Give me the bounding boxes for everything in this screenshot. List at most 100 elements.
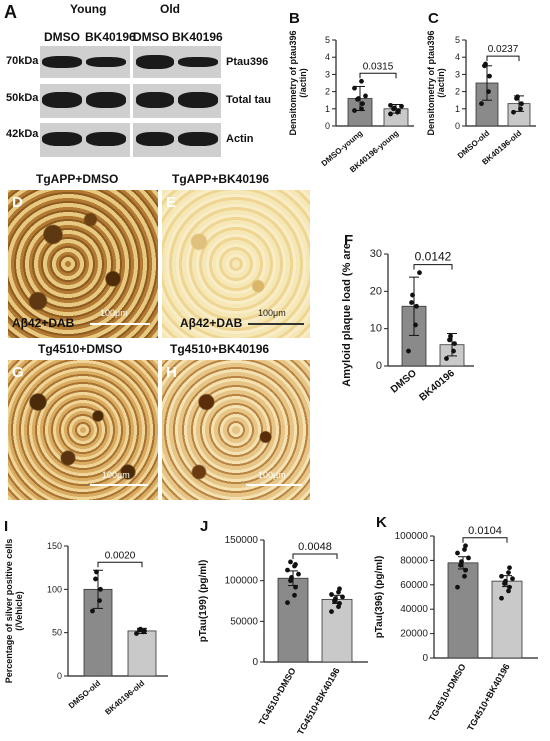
y-axis-label: pTau(396) (pg/ml) — [374, 556, 385, 639]
protein-label: Actin — [226, 133, 254, 145]
category-label: BK40196-old — [103, 679, 146, 717]
significance-bracket — [292, 553, 338, 559]
p-value: 0.0020 — [105, 550, 136, 561]
chart-f: 0 10 20 30 Amyloid plaque load (% area) DMSOB… — [341, 244, 474, 404]
panel-letter-g: G — [12, 364, 24, 381]
panel-letter-c: C — [428, 10, 439, 27]
significance-bracket — [97, 561, 143, 568]
chart-i: 0 50 100 150 Percentage of silver positive c… — [4, 539, 168, 717]
y-tick-label: 1 — [455, 104, 460, 114]
data-point — [499, 573, 504, 579]
data-point — [455, 550, 460, 556]
significance-bracket — [462, 537, 508, 543]
micro-title-g: Tg4510+DMSO — [38, 342, 123, 356]
y-tick-label: 3 — [325, 69, 330, 79]
kda-label: 50kDa — [6, 92, 39, 104]
protein-label: Ptau396 — [226, 56, 269, 68]
p-value: 0.0142 — [415, 250, 452, 264]
panel-letter-j: J — [200, 518, 209, 535]
lane-label: BK40196 — [172, 30, 223, 44]
y-tick-label: 100000 — [225, 576, 259, 587]
scale-bar — [246, 484, 302, 486]
data-point — [97, 598, 102, 603]
bar — [277, 577, 309, 663]
data-point — [359, 106, 364, 112]
y-tick-label: 150000 — [225, 535, 259, 546]
data-point — [506, 588, 511, 594]
data-point — [519, 101, 524, 107]
p-value: 0.0315 — [363, 61, 394, 72]
data-point — [90, 608, 95, 614]
panel-letter-h: H — [166, 364, 177, 381]
data-point — [340, 594, 345, 600]
y-axis-label: Percentage of silver positive cells — [4, 539, 14, 684]
data-point — [285, 600, 290, 606]
y-tick-label: 5 — [455, 35, 460, 45]
bar — [491, 580, 523, 659]
micro-title-d: TgAPP+DMSO — [36, 172, 119, 186]
data-point — [452, 341, 457, 346]
blot-band — [86, 132, 126, 146]
micro-title-h: Tg4510+BK40196 — [170, 342, 270, 356]
p-value: 0.0104 — [468, 525, 502, 537]
data-point — [515, 94, 520, 100]
y-tick-label: 0 — [422, 653, 428, 664]
group-old-label: Old — [160, 2, 180, 16]
scale-bar — [90, 323, 150, 325]
data-point — [363, 93, 368, 99]
data-point — [360, 101, 365, 107]
y-tick-label: 100000 — [395, 531, 429, 542]
y-axis-label: Densitometry of ptau396 — [288, 30, 298, 135]
blot-band — [42, 92, 82, 108]
significance-bracket — [486, 55, 520, 62]
data-point — [138, 626, 143, 632]
lane-label: DMSO — [44, 30, 80, 44]
data-point — [410, 292, 415, 298]
micro-title-e: TgAPP+BK40196 — [172, 172, 270, 186]
kda-label: 42kDa — [6, 128, 39, 140]
data-point — [392, 105, 397, 111]
data-point — [462, 547, 467, 552]
stain-label: Aβ42+DAB — [12, 316, 75, 330]
y-tick-label: 20 — [370, 285, 382, 297]
blot-band — [136, 92, 174, 108]
data-point — [134, 631, 139, 636]
micrograph-e: E Aβ42+DAB 100μm — [162, 190, 310, 338]
chart-k: 0 20000 40000 60000 80000 100000 pTau(396) (pg… — [374, 525, 538, 733]
blot-band — [86, 57, 126, 67]
y-tick-label: 80000 — [400, 555, 428, 566]
scale-label: 100μm — [102, 470, 130, 480]
panel-letter-b: B — [289, 10, 300, 27]
data-point — [414, 303, 419, 309]
data-point — [333, 596, 338, 601]
panel-letter-k: K — [376, 514, 387, 531]
data-point — [93, 576, 98, 582]
category-label: BK40196 — [417, 368, 457, 404]
y-tick-label: 1 — [325, 104, 330, 114]
y-tick-label: 5 — [325, 35, 330, 45]
y-axis-label: (/actin) — [436, 68, 446, 98]
data-point — [459, 559, 464, 565]
scale-label: 100μm — [258, 470, 286, 480]
data-point — [511, 109, 516, 115]
stain-label: Aβ42+DAB — [180, 316, 243, 330]
y-tick-label: 2 — [325, 87, 330, 97]
bar — [321, 598, 353, 663]
data-point — [388, 102, 393, 108]
y-tick-label: 30 — [370, 248, 382, 260]
category-label: DMSO-old — [67, 679, 102, 711]
chart-j: 0 50000 100000 150000 pTau(199) (pg/ml) TG451… — [198, 535, 368, 737]
y-tick-label: 4 — [325, 52, 330, 62]
y-axis-label: Amyloid plaque load (% area) — [341, 244, 353, 387]
data-point — [409, 300, 414, 305]
category-label: TG4510+DMSO — [427, 662, 468, 723]
data-point — [413, 322, 418, 328]
data-point — [399, 103, 404, 109]
y-tick-label: 0 — [325, 121, 330, 131]
panel-letter-a: A — [4, 2, 17, 22]
y-tick-label: 3 — [455, 69, 460, 79]
data-point — [388, 111, 393, 117]
micrograph-d: D Aβ42+DAB 100μm — [8, 190, 158, 338]
data-point — [337, 601, 342, 606]
